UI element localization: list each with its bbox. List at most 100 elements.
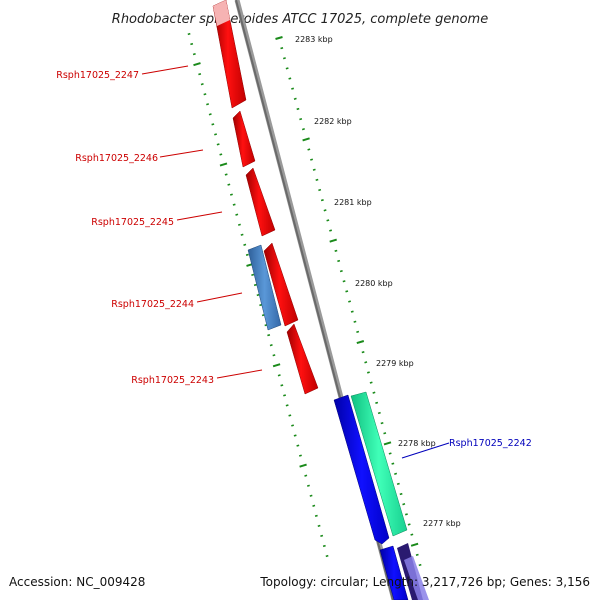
minor-tick bbox=[293, 434, 297, 437]
minor-tick bbox=[339, 269, 343, 273]
minor-tick bbox=[307, 148, 311, 151]
minor-tick bbox=[229, 193, 233, 196]
minor-tick bbox=[299, 117, 303, 121]
minor-tick bbox=[348, 300, 352, 303]
minor-tick bbox=[296, 107, 300, 111]
gene-label-group-2243[interactable]: Rsph17025_2243 bbox=[131, 369, 263, 386]
gene-rsph17025-2247-feature[interactable] bbox=[212, 0, 247, 109]
minor-tick bbox=[317, 524, 321, 528]
minor-tick bbox=[190, 42, 194, 46]
minor-tick bbox=[326, 219, 330, 222]
minor-tick bbox=[227, 183, 231, 186]
minor-tick bbox=[253, 283, 257, 287]
minor-tick bbox=[350, 310, 354, 313]
minor-tick bbox=[285, 67, 289, 70]
gene-rsph17025-2245-feature[interactable] bbox=[245, 167, 276, 237]
major-tick bbox=[302, 137, 310, 142]
ruler-label-2279: 2279 kbp bbox=[376, 359, 414, 368]
minor-tick bbox=[320, 534, 324, 538]
gene-label-group-2245[interactable]: Rsph17025_2245 bbox=[91, 211, 223, 228]
minor-tick bbox=[356, 330, 360, 334]
minor-tick bbox=[309, 494, 313, 497]
major-tick bbox=[219, 162, 228, 167]
gene-label[interactable]: Rsph17025_2247 bbox=[56, 70, 139, 81]
minor-tick bbox=[267, 334, 271, 337]
minor-tick bbox=[269, 344, 273, 347]
ruler-label-2280: 2280 kbp bbox=[355, 279, 393, 288]
minor-tick bbox=[280, 47, 284, 50]
minor-tick bbox=[282, 57, 286, 60]
ruler-label-2282: 2282 kbp bbox=[314, 117, 352, 126]
minor-tick bbox=[380, 421, 384, 425]
minor-tick bbox=[301, 128, 305, 131]
gene-label-group-2244[interactable]: Rsph17025_2244 bbox=[111, 292, 243, 310]
ruler-label-2278: 2278 kbp bbox=[398, 439, 436, 448]
minor-tick bbox=[296, 444, 300, 447]
minor-tick bbox=[214, 133, 218, 136]
gene-rsph17025-2242-feature[interactable] bbox=[333, 394, 390, 545]
minor-tick bbox=[288, 414, 292, 417]
minor-tick bbox=[283, 394, 287, 397]
minor-tick bbox=[415, 553, 419, 556]
minor-tick bbox=[334, 249, 338, 252]
gene-label[interactable]: Rsph17025_2242 bbox=[449, 438, 532, 449]
gene-label[interactable]: Rsph17025_2245 bbox=[91, 217, 174, 228]
minor-tick bbox=[377, 411, 381, 415]
gene-bottom-blue-feature[interactable] bbox=[379, 545, 409, 600]
minor-tick bbox=[407, 523, 411, 526]
right-tick-ruler bbox=[275, 36, 422, 567]
gene-label[interactable]: Rsph17025_2244 bbox=[111, 299, 194, 310]
minor-tick bbox=[216, 143, 220, 146]
gene-label-group-2247[interactable]: Rsph17025_2247 bbox=[56, 65, 189, 81]
minor-tick bbox=[256, 293, 260, 297]
ruler-label-2277: 2277 kbp bbox=[423, 519, 461, 528]
gene-rsph17025-2246-feature[interactable] bbox=[232, 110, 256, 168]
minor-tick bbox=[394, 472, 398, 475]
minor-tick bbox=[304, 474, 308, 477]
gene-label[interactable]: Rsph17025_2243 bbox=[131, 375, 214, 386]
minor-tick bbox=[203, 93, 207, 96]
minor-tick bbox=[293, 97, 297, 100]
minor-tick bbox=[404, 513, 408, 516]
major-tick bbox=[410, 542, 419, 547]
gene-label-group-2246[interactable]: Rsph17025_2246 bbox=[75, 149, 204, 164]
gene-rsph17025-2243-a-feature[interactable] bbox=[263, 242, 299, 327]
gene-rsph17025-2244-feature[interactable] bbox=[247, 244, 282, 331]
minor-tick bbox=[396, 482, 400, 486]
minor-tick bbox=[318, 188, 322, 192]
minor-tick bbox=[198, 73, 202, 76]
gene-bottom-purple-feature[interactable] bbox=[397, 543, 429, 600]
minor-tick bbox=[291, 424, 295, 427]
ruler-labels: 2283 kbp 2282 kbp 2281 kbp 2280 kbp 2279… bbox=[295, 35, 461, 528]
minor-tick bbox=[232, 203, 236, 206]
minor-tick bbox=[285, 404, 289, 407]
minor-tick bbox=[219, 153, 223, 156]
minor-tick bbox=[388, 452, 392, 455]
minor-tick bbox=[402, 503, 406, 506]
gene-label[interactable]: Rsph17025_2246 bbox=[75, 153, 158, 164]
minor-tick bbox=[277, 374, 281, 377]
minor-tick bbox=[280, 384, 284, 387]
minor-tick bbox=[237, 223, 241, 226]
gene-rsph17025-2243-b-feature[interactable] bbox=[286, 323, 319, 395]
minor-tick bbox=[243, 243, 247, 246]
major-tick bbox=[193, 62, 201, 67]
minor-tick bbox=[240, 233, 244, 236]
map-title: Rhodobacter sphaeroides ATCC 17025, comp… bbox=[112, 12, 488, 27]
minor-tick bbox=[315, 178, 319, 182]
minor-tick bbox=[323, 209, 327, 212]
gene-label-group-2242[interactable]: Rsph17025_2242 bbox=[401, 438, 532, 459]
minor-tick bbox=[245, 253, 249, 256]
minor-tick bbox=[200, 83, 204, 86]
minor-tick bbox=[345, 290, 349, 293]
minor-tick bbox=[372, 391, 376, 394]
major-tick bbox=[299, 463, 307, 468]
minor-tick bbox=[314, 514, 318, 517]
minor-tick bbox=[399, 492, 403, 496]
minor-tick bbox=[298, 454, 302, 457]
minor-tick bbox=[329, 229, 333, 232]
minor-tick bbox=[325, 554, 329, 558]
left-tick-ruler bbox=[187, 32, 329, 558]
gene-green-feature[interactable] bbox=[350, 391, 408, 537]
major-tick bbox=[329, 238, 337, 243]
